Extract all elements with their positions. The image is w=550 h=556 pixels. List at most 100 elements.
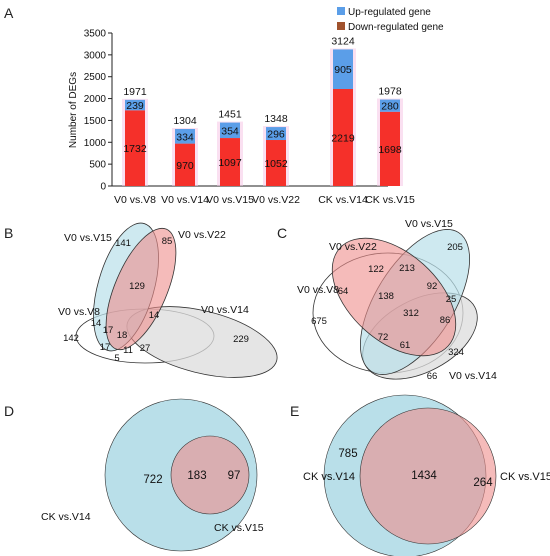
venn-b-count: 85 bbox=[162, 236, 173, 247]
bar-up-regulated bbox=[333, 49, 353, 89]
venn-e-count: 1434 bbox=[411, 470, 437, 482]
bar-down-regulated bbox=[125, 110, 145, 186]
venn-b-count: 141 bbox=[115, 238, 131, 249]
venn-e-count: 264 bbox=[473, 477, 493, 489]
venn-c-count: 122 bbox=[368, 264, 384, 275]
venn-e: CK vs.V14 CK vs.V15 785 1434 264 bbox=[303, 394, 550, 556]
venn-b-count: 129 bbox=[129, 281, 145, 292]
bar-up-value-label: 280 bbox=[381, 101, 399, 113]
panel-letter-a: A bbox=[4, 5, 14, 21]
venn-c-label-v14: V0 vs.V14 bbox=[449, 370, 497, 382]
bar-up-regulated bbox=[175, 128, 195, 144]
bar-up-value-label: 334 bbox=[176, 131, 194, 143]
venn-e-count: 785 bbox=[338, 448, 357, 460]
x-tick-label: V0 vs.V8 bbox=[114, 194, 156, 206]
panel-letter-e: E bbox=[290, 403, 299, 419]
venn-b-count: 11 bbox=[123, 345, 133, 356]
x-tick-label: CK vs.V15 bbox=[365, 194, 415, 206]
venn-d-count: 97 bbox=[228, 470, 241, 482]
y-tick-label: 3000 bbox=[84, 50, 107, 61]
y-ticks: 0 500 1000 1500 2000 2500 3000 3500 bbox=[84, 29, 112, 193]
venn-c-label-v8: V0 vs.V8 bbox=[297, 284, 339, 296]
bar-up-value-label: 239 bbox=[126, 100, 144, 112]
bar-down-value-label: 1698 bbox=[378, 144, 402, 156]
bar-down-value-label: 1052 bbox=[264, 158, 288, 170]
bar-down-regulated bbox=[380, 111, 400, 186]
y-axis-label: Number of DEGs bbox=[68, 72, 79, 148]
venn-b-count: 14 bbox=[91, 318, 102, 329]
venn-c: V0 vs.V15 V0 vs.V22 V0 vs.V8 V0 vs.V14 2… bbox=[297, 218, 497, 382]
venn-c-count: 138 bbox=[378, 291, 394, 302]
venn-c-count: 66 bbox=[427, 371, 438, 382]
panel-letter-b: B bbox=[4, 225, 13, 241]
venn-c-set-v22 bbox=[331, 237, 457, 357]
y-tick-label: 2000 bbox=[84, 94, 107, 105]
bar-total-label: 1304 bbox=[173, 115, 197, 127]
venn-b-count: 27 bbox=[140, 343, 151, 354]
bar-down-regulated bbox=[175, 143, 195, 186]
venn-c-count: 61 bbox=[400, 340, 411, 351]
legend-swatch-up bbox=[337, 7, 345, 15]
venn-c-count: 205 bbox=[447, 242, 463, 253]
bar-down-value-label: 2219 bbox=[331, 132, 355, 144]
bar-down-regulated bbox=[220, 138, 240, 186]
bar-up-regulated bbox=[266, 127, 286, 141]
x-tick-label: V0 vs.V14 bbox=[161, 194, 209, 206]
venn-c-count: 675 bbox=[311, 316, 327, 327]
venn-b-count: 142 bbox=[63, 333, 79, 344]
bar-total-label: 1348 bbox=[264, 113, 288, 125]
venn-c-count: 312 bbox=[403, 308, 419, 319]
venn-b-count: 229 bbox=[233, 334, 249, 345]
x-tick-label: V0 vs.V22 bbox=[252, 194, 300, 206]
bar-up-value-label: 296 bbox=[267, 129, 285, 141]
y-tick-label: 2500 bbox=[84, 72, 107, 83]
venn-b-label-v22: V0 vs.V22 bbox=[178, 229, 226, 241]
x-tick-label: CK vs.V14 bbox=[318, 194, 368, 206]
venn-e-label-ck-v15: CK vs.V15 bbox=[500, 471, 550, 483]
bar-up-regulated bbox=[380, 99, 400, 112]
venn-b-count: 18 bbox=[117, 330, 128, 341]
venn-c-count: 72 bbox=[378, 332, 389, 343]
venn-b-count: 5 bbox=[114, 353, 119, 364]
y-tick-label: 1000 bbox=[84, 138, 107, 149]
y-tick-label: 3500 bbox=[84, 29, 107, 40]
legend-swatch-down bbox=[337, 22, 345, 30]
bar-chart: Number of DEGs 0 500 1000 1500 2000 2500 3000 3… bbox=[68, 7, 444, 206]
venn-c-count: 324 bbox=[448, 347, 464, 358]
venn-d-count: 722 bbox=[143, 474, 162, 486]
y-tick-label: 1500 bbox=[84, 116, 107, 127]
venn-c-count: 25 bbox=[446, 294, 457, 305]
panel-letter-d: D bbox=[4, 403, 14, 419]
bar-total-label: 1971 bbox=[123, 86, 147, 98]
bar-down-value-label: 1097 bbox=[218, 157, 242, 169]
panel-letter-c: C bbox=[277, 225, 287, 241]
bar-up-regulated bbox=[125, 99, 145, 111]
venn-b-set-v22 bbox=[105, 227, 177, 351]
venn-c-count: 64 bbox=[338, 286, 349, 297]
bar-total-label: 3124 bbox=[331, 35, 355, 47]
venn-b-count: 14 bbox=[149, 310, 160, 321]
venn-c-count: 92 bbox=[427, 281, 438, 292]
bar-down-value-label: 970 bbox=[176, 160, 194, 172]
venn-e-counts: 785 1434 264 bbox=[338, 448, 493, 489]
bar-up-value-label: 905 bbox=[334, 64, 352, 76]
venn-b: V0 vs.V15 V0 vs.V22 V0 vs.V8 V0 vs.V14 1… bbox=[58, 222, 278, 378]
venn-d-counts: 722 183 97 bbox=[143, 470, 240, 486]
venn-c-counts: 205 122 213 64 138 92 25 675 312 86 72 61 324 66 bbox=[311, 242, 464, 382]
venn-b-label-v15: V0 vs.V15 bbox=[64, 232, 112, 244]
venn-d-count: 183 bbox=[187, 470, 206, 482]
venn-d: CK vs.V14 CK vs.V15 722 183 97 bbox=[41, 398, 264, 552]
venn-b-count: 17 bbox=[100, 342, 111, 353]
venn-d-label-ck-v15: CK vs.V15 bbox=[214, 522, 264, 534]
venn-c-count: 86 bbox=[440, 315, 451, 326]
legend: Up-regulated gene Down-regulated gene bbox=[337, 7, 444, 33]
venn-c-label-v22: V0 vs.V22 bbox=[329, 241, 377, 253]
venn-b-label-v8: V0 vs.V8 bbox=[58, 306, 100, 318]
venn-d-label-ck-v14: CK vs.V14 bbox=[41, 511, 91, 523]
bar-down-regulated bbox=[333, 88, 353, 186]
venn-b-label-v14: V0 vs.V14 bbox=[201, 304, 249, 316]
bar-down-value-label: 1732 bbox=[123, 143, 147, 155]
legend-label-up: Up-regulated gene bbox=[348, 7, 431, 18]
